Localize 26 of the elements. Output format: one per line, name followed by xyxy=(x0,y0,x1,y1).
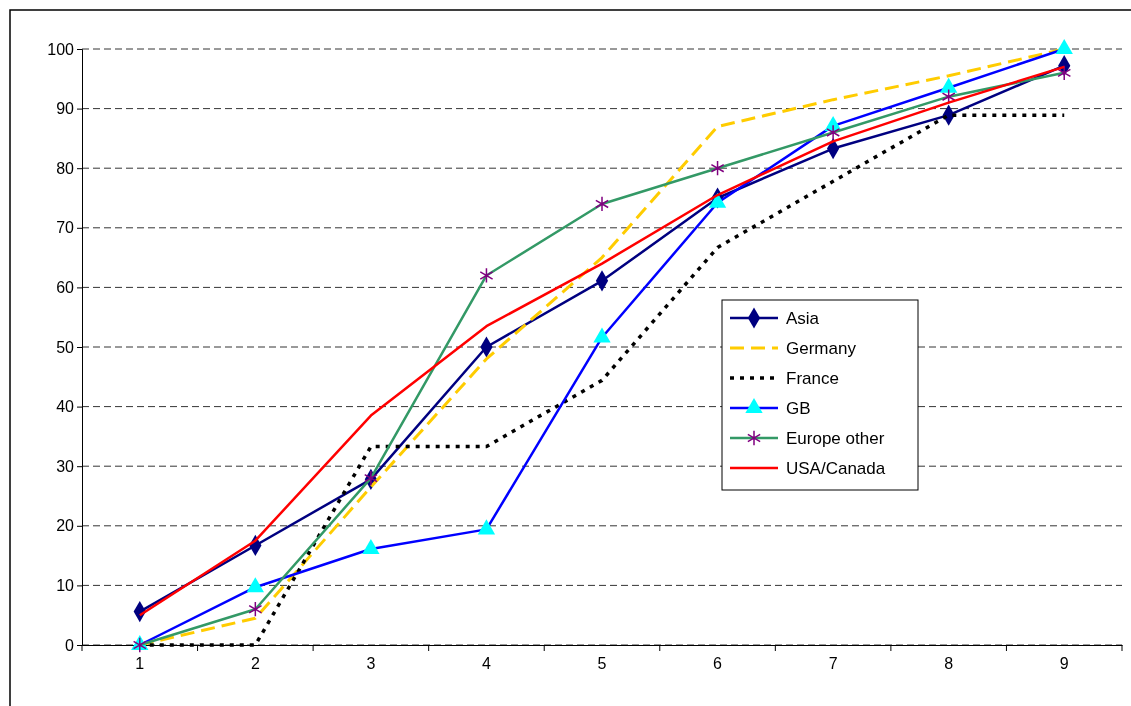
x-tick-label: 2 xyxy=(250,654,260,672)
x-tick-label: 4 xyxy=(481,654,491,672)
x-tick-label: 5 xyxy=(597,654,607,672)
x-tick-label: 8 xyxy=(944,654,954,672)
x-tick-label: 7 xyxy=(828,654,838,672)
legend-label: GB xyxy=(786,399,811,418)
y-tick-label: 10 xyxy=(56,577,75,595)
y-tick-label: 90 xyxy=(56,100,75,118)
y-tick-label: 30 xyxy=(56,457,75,475)
legend-label: Germany xyxy=(786,339,857,358)
y-tick-label: 50 xyxy=(56,338,75,356)
x-tick-label: 1 xyxy=(135,654,145,672)
y-tick-label: 80 xyxy=(56,159,75,177)
y-tick-label: 100 xyxy=(47,40,75,58)
y-tick-label: 40 xyxy=(56,398,75,416)
y-tick-label: 60 xyxy=(56,279,75,297)
y-tick-label: 20 xyxy=(56,517,75,535)
legend-label: USA/Canada xyxy=(786,459,886,478)
legend-label: Asia xyxy=(786,309,820,328)
legend-label: Europe other xyxy=(786,429,885,448)
x-tick-label: 6 xyxy=(713,654,723,672)
y-tick-label: 70 xyxy=(56,219,75,237)
x-tick-label: 9 xyxy=(1059,654,1069,672)
legend-label: France xyxy=(786,369,839,388)
x-tick-label: 3 xyxy=(366,654,376,672)
y-tick-label: 0 xyxy=(65,636,75,654)
